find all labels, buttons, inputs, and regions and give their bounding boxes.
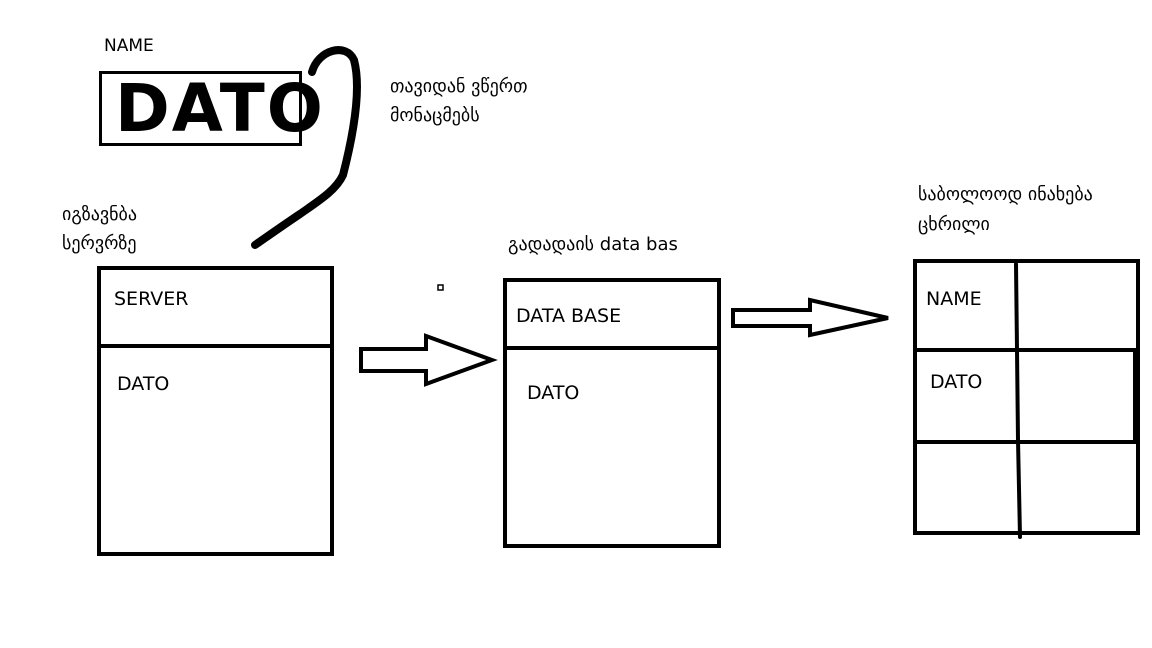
hook-connector <box>251 46 361 249</box>
database-value: DATO <box>527 382 580 404</box>
arrow-to-table <box>731 297 889 338</box>
name-input-value: DATO <box>115 70 325 147</box>
table-cell-r1c1: NAME <box>926 288 982 310</box>
table-column-divider <box>1014 262 1022 539</box>
result-table <box>913 259 1140 535</box>
server-divider <box>101 344 330 348</box>
enter-data-note-line1: თავიდან ვწერთ <box>390 76 528 97</box>
table-row-divider-1 <box>917 348 1136 352</box>
server-box <box>97 266 334 556</box>
database-note: გადადაის data bas <box>508 234 678 255</box>
database-divider <box>507 346 717 350</box>
server-note-line2: სერვრზე <box>62 233 137 254</box>
server-header: SERVER <box>114 288 189 310</box>
database-header: DATA BASE <box>516 305 622 327</box>
enter-data-note-line2: მონაცმებს <box>390 105 480 126</box>
database-box <box>503 278 721 548</box>
server-note-line1: იგზავნბა <box>62 204 138 225</box>
stray-dot <box>437 284 444 291</box>
table-note-line1: საბოლოოდ ინახება <box>918 184 1093 205</box>
table-note-line2: ცხრილი <box>918 214 990 235</box>
name-field-label: NAME <box>104 36 154 56</box>
server-value: DATO <box>117 373 170 395</box>
table-cell-r2c1: DATO <box>930 371 983 393</box>
name-input-box <box>99 71 302 146</box>
table-row-divider-2 <box>917 440 1136 444</box>
arrow-to-database <box>359 333 498 387</box>
